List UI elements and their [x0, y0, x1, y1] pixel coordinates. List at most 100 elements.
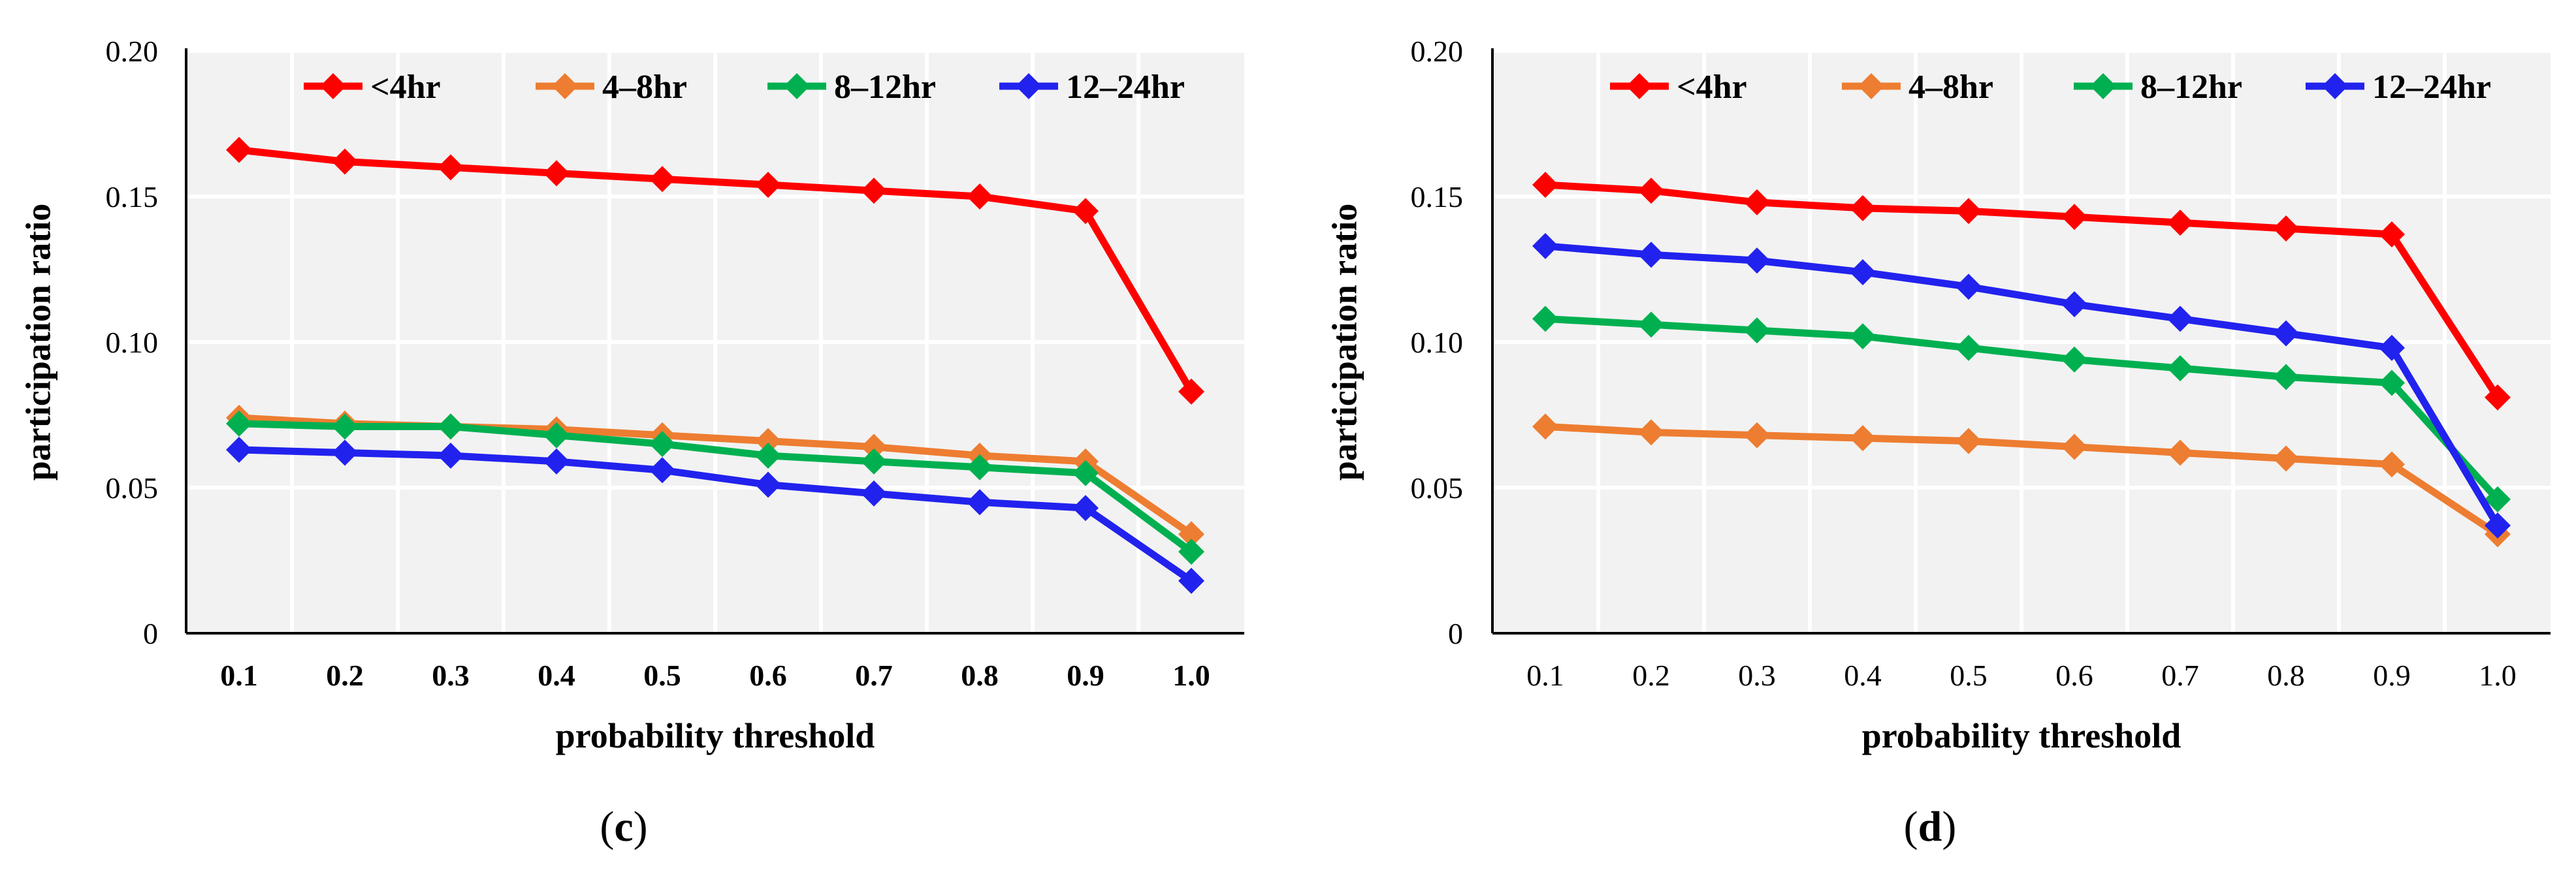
data-point	[649, 457, 675, 484]
legend-marker	[2322, 73, 2348, 99]
legend-marker	[1626, 73, 1652, 99]
data-point	[1532, 413, 1558, 440]
series-2	[226, 410, 1204, 565]
x-tick-label: 0.1	[1526, 659, 1564, 692]
x-tick-label: 0.7	[2161, 659, 2199, 692]
panel-label: (d)	[1904, 803, 1957, 851]
data-point	[1744, 189, 1770, 215]
data-point	[861, 178, 887, 204]
legend-marker	[784, 73, 810, 99]
legend-label: 8–12hr	[2140, 69, 2242, 106]
y-axis-title: participation ratio	[18, 204, 57, 480]
legend-entry: <4hr	[304, 69, 441, 106]
legend-label: <4hr	[1677, 69, 1747, 106]
data-point	[1638, 178, 1664, 204]
data-point	[543, 422, 570, 448]
legend-entry: 4–8hr	[1842, 69, 1993, 106]
data-point	[1744, 317, 1770, 344]
x-tick-label: 0.4	[538, 659, 575, 692]
data-point	[2061, 204, 2087, 230]
legend-marker	[2090, 73, 2116, 99]
data-point	[1956, 334, 1982, 361]
data-point	[2273, 445, 2299, 472]
legend-label: 4–8hr	[1908, 69, 1993, 106]
y-tick-label: 0.15	[1411, 180, 1464, 213]
data-point	[755, 471, 781, 498]
data-point	[543, 448, 570, 475]
data-point	[2379, 369, 2405, 396]
x-tick-label: 0.4	[1844, 659, 1882, 692]
panel-label-letter: d	[1918, 803, 1942, 851]
data-point	[1744, 422, 1770, 448]
data-point	[2273, 364, 2299, 390]
y-tick-label: 0.20	[106, 35, 159, 68]
series-line	[238, 446, 1194, 584]
data-point	[2167, 439, 2193, 466]
legend-marker	[320, 73, 346, 99]
y-tick-label: 0.20	[1411, 35, 1464, 68]
series-3	[1532, 232, 2511, 539]
data-point	[1850, 323, 1876, 350]
data-point	[226, 136, 252, 163]
legend-entry: <4hr	[1610, 69, 1747, 106]
y-tick-label: 0.05	[1411, 471, 1464, 505]
data-point	[332, 148, 358, 175]
legend-entry: 8–12hr	[2074, 69, 2242, 106]
data-point	[755, 172, 781, 198]
data-point	[438, 413, 464, 440]
legend-entry: 12–24hr	[999, 69, 1185, 106]
data-point	[967, 454, 993, 480]
x-axis-title: probability threshold	[556, 716, 875, 755]
legend-label: 12–24hr	[1066, 69, 1185, 106]
data-point	[1072, 198, 1099, 225]
data-point	[2167, 355, 2193, 382]
x-tick-label: 1.0	[2479, 659, 2517, 692]
panel-label: (c)	[600, 803, 647, 851]
data-point	[755, 428, 781, 454]
data-point	[1850, 195, 1876, 221]
series-2	[1532, 306, 2511, 512]
data-point	[1532, 172, 1558, 198]
data-point	[861, 448, 887, 475]
data-point	[1956, 428, 1982, 454]
x-tick-label: 0.9	[1067, 659, 1104, 692]
data-point	[1956, 198, 1982, 225]
data-point	[861, 480, 887, 507]
legend-entry: 4–8hr	[536, 69, 687, 106]
data-point	[2485, 384, 2511, 411]
data-point	[1850, 259, 1876, 285]
data-point	[649, 166, 675, 193]
data-point	[2273, 320, 2299, 347]
series-line	[1545, 422, 2500, 537]
y-tick-label: 0	[1448, 617, 1463, 650]
panel-label-close: )	[634, 803, 648, 851]
legend-label: <4hr	[370, 69, 441, 106]
data-point	[1532, 232, 1558, 259]
panel-label-open: (	[1904, 803, 1918, 851]
series-line	[238, 420, 1194, 555]
x-tick-label: 0.3	[1738, 659, 1776, 692]
y-tick-label: 0	[143, 617, 158, 650]
data-point	[2061, 291, 2087, 318]
data-point	[2061, 433, 2087, 460]
legend-marker	[552, 73, 578, 99]
series-3	[226, 437, 1204, 594]
series-0	[1532, 172, 2511, 411]
x-tick-label: 0.2	[1632, 659, 1670, 692]
y-tick-label: 0.10	[106, 326, 159, 359]
x-tick-label: 0.3	[432, 659, 470, 692]
data-point	[1638, 311, 1664, 338]
data-point	[2379, 221, 2405, 247]
data-point	[967, 489, 993, 516]
x-tick-label: 0.8	[2267, 659, 2305, 692]
data-point	[543, 160, 570, 187]
data-point	[332, 413, 358, 440]
panel-label-letter: c	[614, 803, 633, 851]
y-tick-label: 0.05	[106, 471, 159, 505]
data-point	[438, 154, 464, 181]
legend-label: 8–12hr	[834, 69, 936, 106]
data-point	[967, 183, 993, 210]
y-tick-label: 0.10	[1411, 326, 1464, 359]
data-point	[861, 433, 887, 460]
data-point	[226, 410, 252, 437]
